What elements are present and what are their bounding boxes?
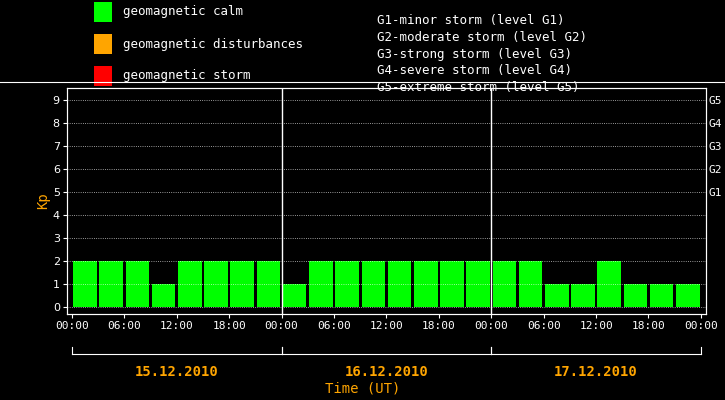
Text: Time (UT): Time (UT) bbox=[325, 381, 400, 395]
Text: geomagnetic calm: geomagnetic calm bbox=[123, 6, 244, 18]
Bar bbox=[440, 261, 464, 307]
Bar bbox=[519, 261, 542, 307]
Text: 15.12.2010: 15.12.2010 bbox=[135, 365, 219, 379]
Text: G1-minor storm (level G1): G1-minor storm (level G1) bbox=[377, 14, 565, 27]
Text: G5-extreme storm (level G5): G5-extreme storm (level G5) bbox=[377, 81, 579, 94]
Bar bbox=[676, 284, 700, 307]
Bar bbox=[178, 261, 202, 307]
Bar bbox=[492, 261, 516, 307]
Bar bbox=[571, 284, 594, 307]
Text: G2-moderate storm (level G2): G2-moderate storm (level G2) bbox=[377, 31, 587, 44]
Bar bbox=[388, 261, 411, 307]
Bar bbox=[362, 261, 385, 307]
Bar bbox=[73, 261, 97, 307]
Bar bbox=[204, 261, 228, 307]
Bar bbox=[152, 284, 175, 307]
Bar bbox=[624, 284, 647, 307]
Bar bbox=[257, 261, 281, 307]
Bar bbox=[283, 284, 307, 307]
Text: 17.12.2010: 17.12.2010 bbox=[554, 365, 638, 379]
Bar bbox=[466, 261, 490, 307]
Y-axis label: Kp: Kp bbox=[36, 193, 50, 209]
Text: geomagnetic storm: geomagnetic storm bbox=[123, 70, 251, 82]
Text: geomagnetic disturbances: geomagnetic disturbances bbox=[123, 38, 303, 50]
Text: G3-strong storm (level G3): G3-strong storm (level G3) bbox=[377, 48, 572, 61]
Bar bbox=[336, 261, 359, 307]
Bar bbox=[650, 284, 674, 307]
Bar bbox=[99, 261, 123, 307]
Bar bbox=[545, 284, 568, 307]
Bar bbox=[414, 261, 437, 307]
Text: 16.12.2010: 16.12.2010 bbox=[344, 365, 428, 379]
Bar bbox=[309, 261, 333, 307]
Text: G4-severe storm (level G4): G4-severe storm (level G4) bbox=[377, 64, 572, 78]
Bar bbox=[231, 261, 254, 307]
Bar bbox=[125, 261, 149, 307]
Bar bbox=[597, 261, 621, 307]
